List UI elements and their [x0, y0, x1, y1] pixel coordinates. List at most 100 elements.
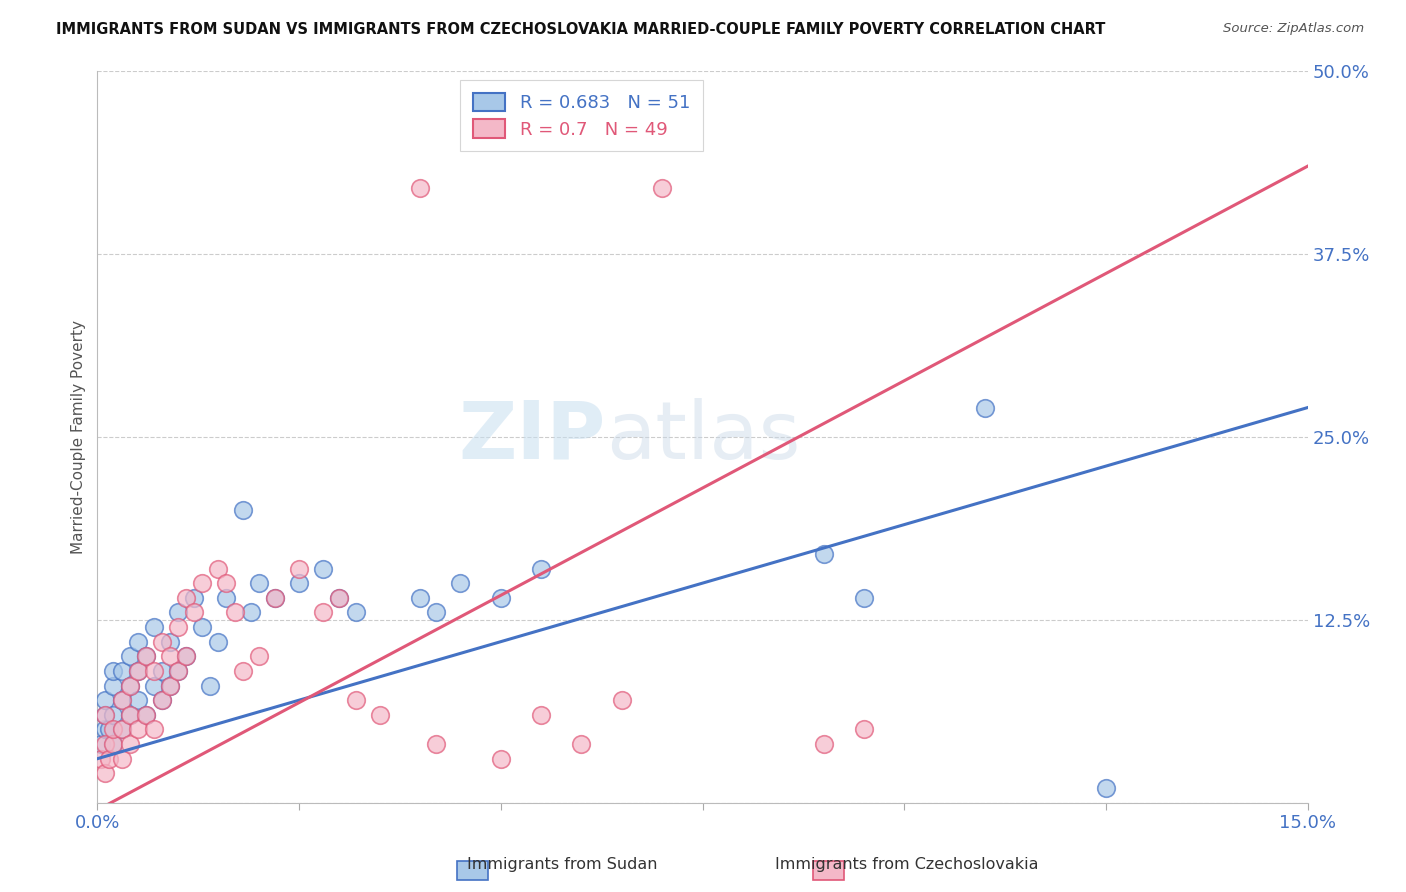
Point: [288, 576, 311, 591]
Text: IMMIGRANTS FROM SUDAN VS IMMIGRANTS FROM CZECHOSLOVAKIA MARRIED-COUPLE FAMILY PO: IMMIGRANTS FROM SUDAN VS IMMIGRANTS FROM…: [56, 22, 1105, 37]
Point: [150, 693, 173, 707]
Point: [263, 591, 285, 605]
Point: [118, 679, 141, 693]
Point: [852, 723, 875, 737]
Point: [159, 679, 181, 693]
Point: [232, 503, 254, 517]
Point: [110, 664, 132, 678]
Point: [127, 693, 149, 707]
Point: [103, 737, 125, 751]
Point: [174, 649, 197, 664]
Point: [368, 707, 391, 722]
Point: [94, 693, 117, 707]
Point: [174, 591, 197, 605]
Point: [344, 693, 367, 707]
Point: [118, 649, 141, 664]
Point: [813, 737, 835, 751]
Text: Immigrants from Sudan: Immigrants from Sudan: [467, 857, 658, 872]
Point: [167, 664, 190, 678]
Point: [142, 664, 165, 678]
Point: [90, 752, 112, 766]
Point: [409, 591, 432, 605]
Point: [94, 766, 117, 780]
Point: [247, 649, 270, 664]
Point: [127, 664, 149, 678]
Point: [247, 576, 270, 591]
Point: [98, 752, 121, 766]
Point: [94, 707, 117, 722]
Point: [94, 707, 117, 722]
Point: [174, 649, 197, 664]
Point: [94, 737, 117, 751]
Point: [103, 737, 125, 751]
Point: [110, 693, 132, 707]
Point: [135, 649, 157, 664]
Point: [127, 664, 149, 678]
Point: [135, 649, 157, 664]
Point: [215, 591, 238, 605]
Point: [118, 707, 141, 722]
Point: [288, 561, 311, 575]
Point: [183, 591, 205, 605]
Point: [94, 723, 117, 737]
Point: [489, 591, 512, 605]
Point: [167, 664, 190, 678]
Point: [974, 401, 997, 415]
Point: [449, 576, 471, 591]
Point: [530, 561, 553, 575]
Point: [167, 606, 190, 620]
Point: [159, 679, 181, 693]
Point: [142, 723, 165, 737]
Point: [651, 181, 673, 195]
Point: [425, 737, 447, 751]
Point: [263, 591, 285, 605]
Point: [103, 707, 125, 722]
Legend: R = 0.683   N = 51, R = 0.7   N = 49: R = 0.683 N = 51, R = 0.7 N = 49: [460, 80, 703, 152]
Point: [1095, 780, 1118, 795]
Text: ZIP: ZIP: [458, 398, 606, 475]
Point: [312, 606, 335, 620]
Point: [425, 606, 447, 620]
Point: [127, 634, 149, 648]
Point: [103, 664, 125, 678]
Point: [232, 664, 254, 678]
Point: [207, 634, 229, 648]
Point: [530, 707, 553, 722]
Point: [110, 693, 132, 707]
Point: [150, 634, 173, 648]
Text: Immigrants from Czechoslovakia: Immigrants from Czechoslovakia: [775, 857, 1039, 872]
Point: [610, 693, 633, 707]
Point: [142, 620, 165, 634]
Point: [312, 561, 335, 575]
Point: [328, 591, 350, 605]
Point: [90, 737, 112, 751]
Point: [215, 576, 238, 591]
Point: [489, 752, 512, 766]
Point: [167, 620, 190, 634]
Point: [118, 707, 141, 722]
Point: [142, 679, 165, 693]
Point: [118, 737, 141, 751]
Point: [852, 591, 875, 605]
Point: [183, 606, 205, 620]
Point: [344, 606, 367, 620]
Point: [159, 634, 181, 648]
Point: [150, 693, 173, 707]
Point: [110, 752, 132, 766]
Point: [103, 723, 125, 737]
Point: [127, 723, 149, 737]
Point: [98, 723, 121, 737]
Point: [571, 737, 593, 751]
Point: [159, 649, 181, 664]
Point: [224, 606, 246, 620]
Point: [328, 591, 350, 605]
Point: [813, 547, 835, 561]
Point: [135, 707, 157, 722]
Point: [207, 561, 229, 575]
Point: [150, 664, 173, 678]
Point: [409, 181, 432, 195]
Point: [200, 679, 222, 693]
Y-axis label: Married-Couple Family Poverty: Married-Couple Family Poverty: [72, 320, 86, 554]
Point: [103, 679, 125, 693]
Point: [110, 723, 132, 737]
